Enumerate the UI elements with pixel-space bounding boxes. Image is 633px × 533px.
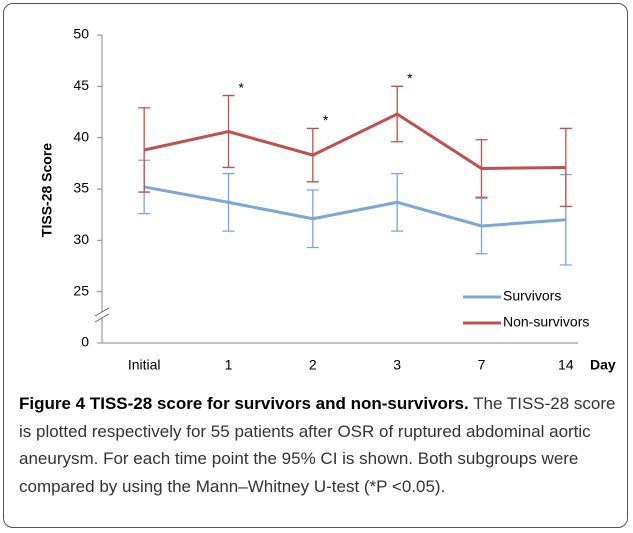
- y-tick-label: 0: [81, 334, 89, 350]
- figure-card: [3, 3, 628, 528]
- caption-title: TISS-28 score for survivors and non-surv…: [89, 394, 469, 413]
- y-tick-label: 25: [73, 282, 89, 298]
- series-line: [143, 185, 566, 228]
- y-tick-label: 45: [73, 77, 89, 93]
- axis-break-mark: [94, 307, 110, 317]
- x-tick-label: 1: [225, 357, 233, 373]
- axis-break-gap: [94, 312, 110, 318]
- chart: TISS-28 Score Day 0 25 30 35 40 45 50 Initial 1 2…: [39, 26, 616, 373]
- y-tick-label: 35: [73, 180, 89, 196]
- x-tick-label: 2: [309, 357, 317, 373]
- axis-break-mark: [94, 313, 110, 323]
- significance-mark: *: [323, 112, 329, 128]
- x-tick-label: 7: [478, 357, 486, 373]
- y-tick-label: 50: [73, 26, 89, 42]
- y-tick-label: 40: [73, 128, 89, 144]
- legend-label: Non-survivors: [503, 314, 589, 330]
- significance-mark: *: [239, 79, 245, 95]
- significance-mark: *: [407, 70, 413, 86]
- x-tick-label: Initial: [128, 357, 161, 373]
- x-tick-label: 3: [393, 357, 401, 373]
- legend-label: Survivors: [503, 288, 561, 304]
- series-line: [143, 112, 566, 170]
- caption: Figure 4 TISS-28 score for survivors and…: [19, 390, 619, 500]
- y-axis-label: TISS-28 Score: [39, 143, 55, 237]
- caption-text: The TISS-28 score is plotted respectivel…: [19, 394, 616, 496]
- caption-label: Figure 4: [19, 394, 86, 413]
- x-tick-label: 14: [558, 357, 574, 373]
- x-axis-label: Day: [590, 357, 616, 373]
- y-tick-label: 30: [73, 231, 89, 247]
